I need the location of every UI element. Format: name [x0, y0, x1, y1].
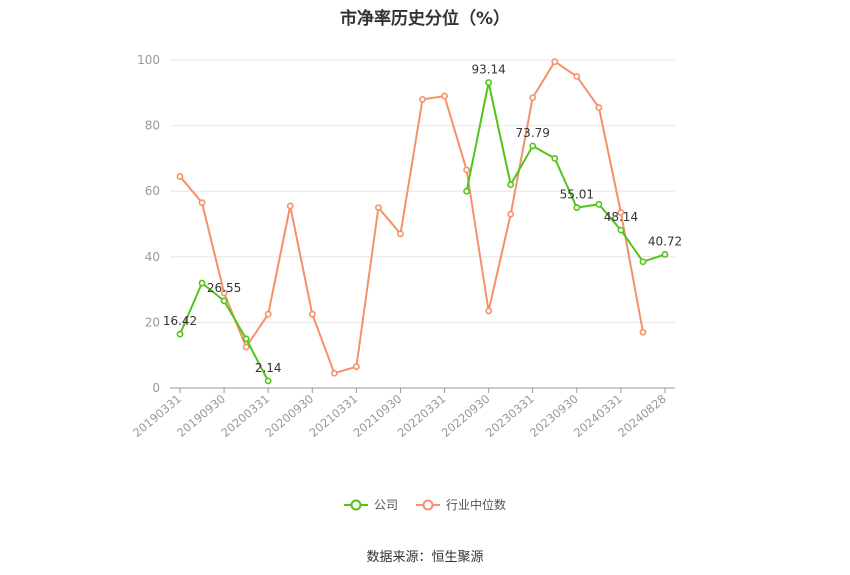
data-point [529, 94, 537, 102]
data-point [485, 307, 493, 315]
series-industry-median [176, 58, 647, 377]
y-tick-label: 40 [145, 250, 160, 264]
legend-item-company[interactable]: 公司 [343, 496, 398, 513]
grid-lines [170, 59, 675, 323]
data-point [264, 377, 272, 385]
data-point [375, 204, 382, 211]
series-layer [176, 58, 669, 385]
data-point [639, 258, 647, 266]
legend-industry-label: 行业中位数 [446, 498, 507, 512]
data-point [308, 310, 316, 318]
data-point [220, 297, 228, 305]
source-note: 数据来源：恒生聚源 [366, 550, 484, 565]
data-point [220, 289, 228, 297]
data-point [463, 187, 470, 195]
data-point [419, 95, 426, 103]
y-tick-label: 60 [145, 184, 160, 198]
data-label: 73.79 [516, 126, 550, 140]
data-point [242, 335, 250, 343]
data-label: 48.14 [604, 210, 638, 224]
data-point [551, 58, 559, 66]
data-label: 2.14 [255, 361, 282, 375]
data-point [617, 209, 625, 216]
chart-title: 市净率历史分位（%） [339, 9, 511, 29]
data-point [330, 369, 338, 377]
data-point [463, 166, 470, 174]
legend-company-marker-icon [343, 499, 368, 510]
data-point [573, 204, 581, 211]
legend-item-industry-median[interactable]: 行业中位数 [416, 496, 506, 513]
data-point [352, 363, 360, 371]
data-point [286, 202, 294, 210]
y-tick-label: 20 [145, 315, 160, 329]
legend: 公司 行业中位数 [0, 496, 850, 513]
data-point [595, 200, 603, 208]
data-point [176, 173, 184, 180]
data-point [397, 230, 404, 238]
x-tick-label: 20240828 [615, 392, 669, 440]
data-point [661, 251, 669, 258]
data-label: 16.42 [163, 314, 197, 328]
data-point [264, 310, 272, 318]
data-point [485, 79, 493, 86]
data-point [198, 199, 206, 207]
data-point [176, 330, 184, 338]
data-label: 55.01 [560, 188, 594, 202]
data-point [507, 181, 515, 189]
legend-company-label: 公司 [373, 498, 398, 512]
data-labels: 16.42 26.55 2.14 93.14 73.79 55.01 48.14 40.72 [163, 63, 682, 375]
data-label: 26.55 [207, 281, 241, 295]
data-point [507, 210, 515, 218]
data-point [551, 154, 559, 162]
series-line [179, 60, 644, 375]
data-point [639, 328, 647, 336]
data-point [617, 226, 625, 234]
data-point [529, 142, 537, 150]
data-point [573, 73, 581, 80]
legend-industry-marker-icon [416, 499, 440, 510]
data-label: 40.72 [648, 234, 682, 248]
data-label: 93.14 [471, 63, 505, 77]
series-company [176, 79, 669, 385]
data-point [242, 343, 250, 351]
y-tick-label: 80 [145, 119, 160, 133]
data-point [595, 104, 603, 111]
data-point [441, 92, 448, 100]
y-tick-label: 100 [137, 53, 160, 67]
data-point [198, 279, 206, 287]
y-tick-label: 0 [152, 381, 160, 395]
